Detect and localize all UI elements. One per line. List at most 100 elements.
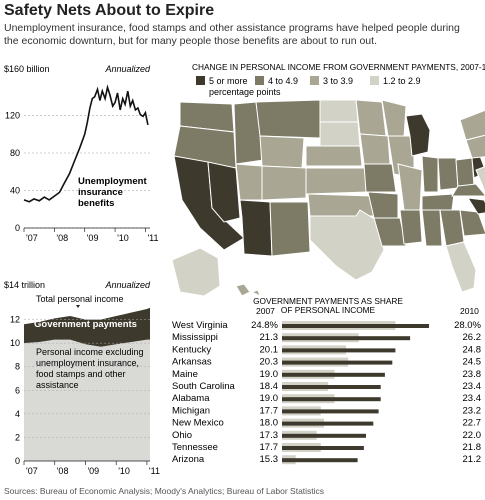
total-income-pointer [76,305,80,308]
legend-unit: percentage points [209,87,281,97]
value-2010: 24.5 [463,357,482,368]
x-tick-label: '08 [57,466,69,476]
legend-swatch [196,76,205,85]
legend-label: 4 to 4.9 [268,76,298,86]
y-tick-label: 0 [15,456,20,466]
state-shape [455,157,475,189]
bar-2010 [282,348,396,353]
bar-2010 [282,324,429,328]
x-tick-label: '10 [118,466,130,476]
series-line [23,84,149,203]
map-title: CHANGE IN PERSONAL INCOME FROM GOVERNMEN… [192,62,485,72]
state-label: Arizona [172,454,205,465]
state-label: Arkansas [172,357,212,368]
value-2010: 22.0 [463,430,482,441]
value-2007: 20.3 [260,357,279,368]
value-2007: 19.0 [260,369,279,380]
state-shape [445,241,477,293]
state-label: South Carolina [172,381,236,392]
bar-2010 [282,397,381,402]
bar-title-line: OF PERSONAL INCOME [281,305,376,315]
value-2010: 28.0% [454,320,481,331]
unemployment-benefits-chart: $160 billion Annualized 0 40 80 120 '07 '08 '09 '… [4,64,159,243]
state-shape [459,209,485,237]
value-2010: 21.2 [463,454,482,465]
value-2010: 23.8 [463,369,482,380]
bar-2010 [282,458,358,463]
excluding-area [24,339,150,461]
state-shape [475,166,485,193]
state-shape [359,133,391,165]
value-2007: 18.4 [260,381,279,392]
excluding-label-line: unemployment insurance, [36,358,139,368]
value-2010: 23.2 [463,405,482,416]
bar-2010 [282,372,385,377]
state-shape [459,109,485,141]
total-income-label: Total personal income [36,294,124,304]
state-shape [421,209,443,247]
y-unit-label: $160 billion [4,64,50,74]
x-tick-label: '07 [26,466,38,476]
legend-label: 3 to 3.9 [323,76,353,86]
value-2007: 17.7 [260,405,279,416]
state-shape [259,135,305,169]
value-2007: 24.8% [251,320,278,331]
state-shape [467,197,485,215]
value-2010: 21.8 [463,442,482,453]
us-map-chart: CHANGE IN PERSONAL INCOME FROM GOVERNMEN… [171,62,485,297]
y-tick-label: 2 [15,432,20,442]
state-shape [319,121,361,147]
x-tick-label: '09 [87,466,99,476]
gov-payments-label: Government payments [34,319,137,330]
personal-income-chart: $14 trillion Annualized 0 2 4 6 8 10 12 '07 '08 '09… [4,280,160,476]
state-shape [235,163,263,201]
state-shape [261,165,307,201]
y-tick-label: 10 [10,338,20,348]
x-tick-label: '07 [26,233,38,243]
value-2007: 17.3 [260,430,279,441]
state-shape [305,145,363,167]
value-2007: 19.0 [260,393,279,404]
bar-2010 [282,446,364,450]
bar-2010 [282,385,381,389]
excluding-label-line: assistance [36,380,79,390]
series-2007-label: 2007 [256,306,275,316]
y-tick-label: 12 [10,315,20,325]
x-tick-label: '11 [147,233,158,243]
state-shape [421,193,455,211]
alaska-shape [171,247,221,297]
bar-2010 [282,336,411,341]
bar-2010 [282,421,374,426]
y-tick-label: 40 [10,186,20,196]
state-shape [355,99,387,137]
hawaii-shape [235,283,261,297]
state-label: Ohio [172,430,192,441]
series-label: Unemployment [78,176,147,187]
state-shape [437,157,459,191]
annualized-note: Annualized [104,280,151,290]
series-label: benefits [78,198,114,209]
gov-payments-area [24,307,150,347]
state-shape [239,199,273,257]
state-shape [269,201,311,257]
y-tick-label: 6 [15,385,20,395]
sources-note: Sources: Bureau of Economic Analysis; Mo… [4,486,325,496]
state-label: West Virginia [172,320,228,331]
value-2007: 18.0 [260,418,279,429]
annualized-note: Annualized [104,64,151,74]
excluding-label-line: food stamps and other [36,369,126,379]
state-label: Mississippi [172,332,218,343]
value-2007: 21.3 [260,332,279,343]
excluding-label-line: Personal income excluding [36,347,144,357]
x-tick-label: '08 [56,233,68,243]
value-2010: 22.7 [463,418,482,429]
state-shape [305,167,369,195]
state-shape [399,209,423,245]
y-tick-label: 80 [10,148,20,158]
series-2010-label: 2010 [460,306,479,316]
value-2010: 24.8 [463,344,482,355]
x-tick-label: '09 [87,233,99,243]
y-tick-label: 120 [5,111,20,121]
state-shape [451,183,485,197]
